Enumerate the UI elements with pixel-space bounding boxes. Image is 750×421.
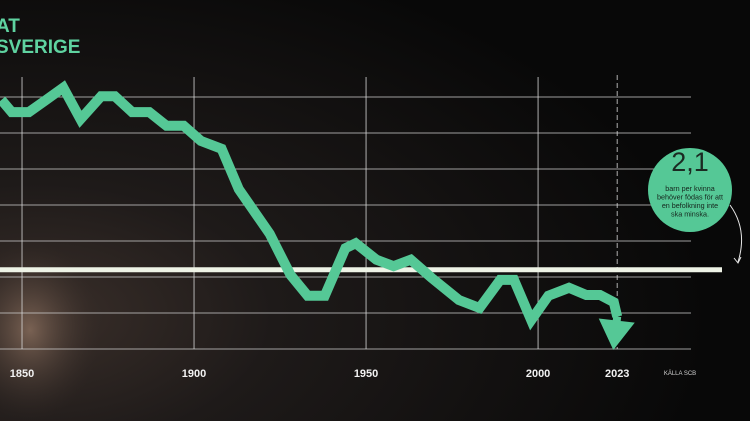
- source: KÄLLA SCB: [664, 370, 696, 377]
- x-tick-label: 1950: [354, 368, 378, 380]
- x-tick-label: 1900: [182, 368, 206, 380]
- line-arrowhead: [598, 316, 635, 351]
- grid: 1850 1900 1950 2000 2023: [0, 75, 691, 380]
- data-line: [0, 80, 623, 331]
- title-line: SVERIGE: [0, 37, 80, 58]
- annotation-line: ska minska.: [671, 210, 709, 219]
- annotation-arrow: [729, 204, 743, 263]
- annotation-value: 2,1: [671, 147, 709, 177]
- x-tick-label: 2000: [526, 368, 550, 380]
- annotation-arrowhead: [733, 256, 742, 264]
- background-figure: [0, 240, 100, 420]
- plot: [0, 80, 722, 351]
- annotation-line: en befolkning inte: [662, 201, 718, 210]
- x-tick-label: 1850: [10, 368, 34, 380]
- title-line: AT: [0, 16, 20, 37]
- annotation-bubble: [648, 148, 732, 232]
- x-tick-label: 2023: [605, 368, 629, 380]
- annotation-line: barn per kvinna: [665, 184, 715, 193]
- annotation-line: behöver födas för att: [657, 193, 723, 202]
